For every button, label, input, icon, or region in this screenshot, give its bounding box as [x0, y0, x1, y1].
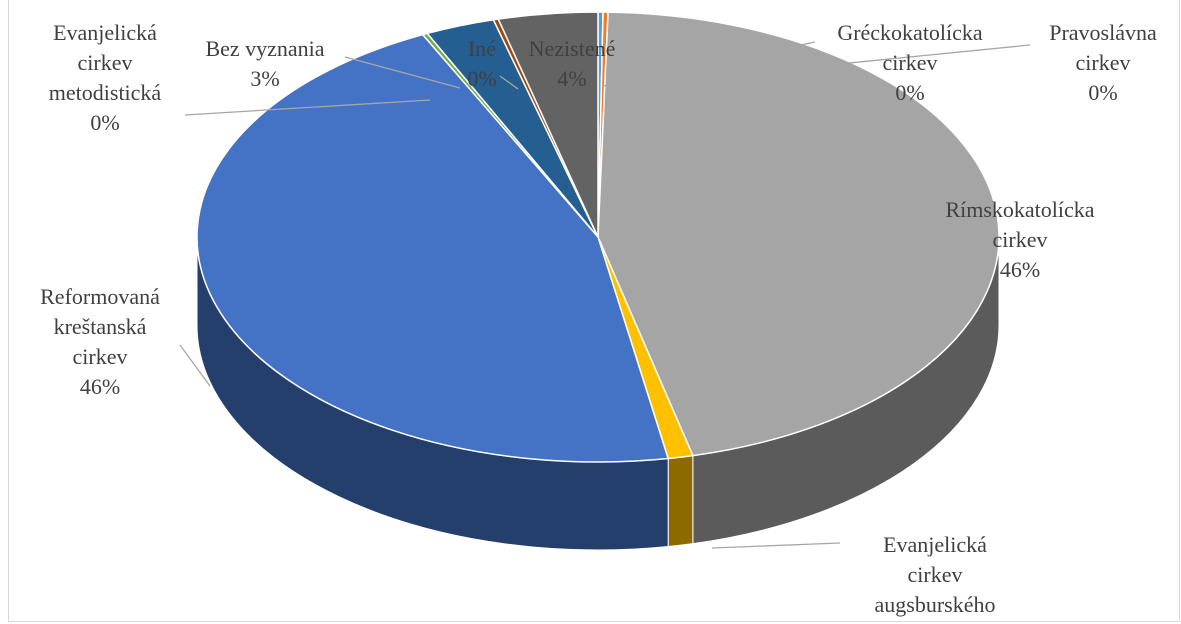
category-label: Reformovaná kreštanská cirkev [40, 284, 160, 369]
value-label: 46% [79, 374, 121, 399]
value-label: 3% [250, 66, 280, 91]
category-label: Pravoslávna cirkev [1049, 20, 1157, 75]
leader-line [711, 542, 841, 549]
value-label: 4% [557, 66, 587, 91]
value-label: 0% [467, 66, 497, 91]
leader-line [179, 344, 211, 387]
data-label: Iné 0% [452, 34, 512, 94]
leader-line [344, 56, 461, 89]
data-label: Gréckokatolícka cirkev 0% [823, 18, 998, 108]
category-label: Gréckokatolícka cirkev [837, 20, 983, 75]
value-label: 0% [895, 80, 925, 105]
data-label: Rímskokatolícka cirkev 46% [933, 195, 1108, 285]
category-label: Iné [467, 36, 497, 61]
chart-frame [8, 0, 1180, 622]
category-label: Evanjelická cirkev augsburského [874, 532, 996, 617]
leader-line [602, 41, 816, 87]
value-label: 46% [999, 257, 1041, 282]
value-label: 0% [1088, 80, 1118, 105]
slice-side [667, 455, 694, 548]
data-label: Pravoslávna cirkev 0% [1033, 18, 1173, 108]
data-label: Bez vyznania 3% [165, 34, 365, 94]
data-label: Evanjelická cirkev metodistická 0% [25, 18, 185, 138]
leader-line [184, 99, 431, 116]
data-label: Reformovaná kreštanská cirkev 46% [25, 282, 175, 402]
slice [597, 11, 1000, 457]
category-label: Rímskokatolícka cirkev [945, 197, 1095, 252]
leader-line [607, 44, 1031, 88]
slice [497, 11, 599, 238]
value-label: 0% [90, 110, 120, 135]
category-label: Evanjelická cirkev metodistická [48, 20, 162, 105]
leader-line [499, 75, 519, 90]
data-label: Nezistené 4% [512, 34, 632, 94]
slice [196, 33, 670, 463]
category-label: Nezistené [528, 36, 616, 61]
data-label: Evanjelická cirkev augsburského [855, 530, 1015, 620]
category-label: Bez vyznania [205, 36, 325, 61]
